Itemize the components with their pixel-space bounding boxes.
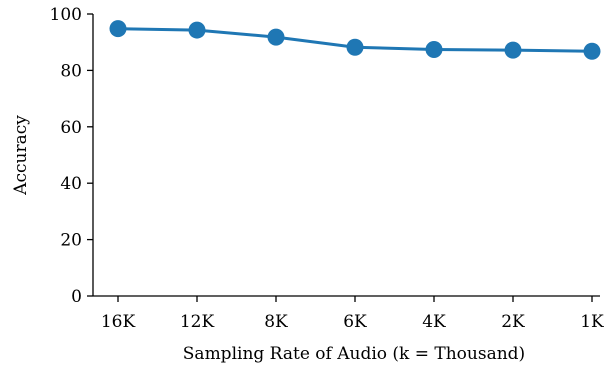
y-tick-label: 0 bbox=[71, 287, 82, 307]
x-axis: 16K 12K 8K 6K 4K 2K 1K bbox=[93, 295, 604, 332]
x-tick-label: 6K bbox=[343, 312, 367, 332]
x-tick-label: 12K bbox=[180, 312, 215, 332]
data-point bbox=[583, 42, 601, 60]
x-axis-label: Sampling Rate of Audio (k = Thousand) bbox=[183, 344, 525, 364]
data-point bbox=[267, 28, 285, 46]
y-axis-label: Accuracy bbox=[11, 115, 31, 196]
y-tick-label: 100 bbox=[50, 5, 82, 25]
y-tick-label: 60 bbox=[60, 118, 82, 138]
data-point bbox=[346, 38, 364, 56]
x-tick-label: 8K bbox=[264, 312, 288, 332]
series-group bbox=[109, 20, 601, 60]
x-tick-label: 2K bbox=[501, 312, 525, 332]
y-axis: 0 20 40 60 80 100 bbox=[50, 5, 94, 307]
x-tick-label: 1K bbox=[580, 312, 604, 332]
data-point bbox=[504, 41, 522, 59]
x-tick-label: 4K bbox=[422, 312, 446, 332]
y-tick-label: 80 bbox=[60, 61, 82, 81]
y-tick-label: 20 bbox=[60, 231, 82, 251]
x-tick-label: 16K bbox=[101, 312, 136, 332]
data-point bbox=[109, 20, 127, 38]
y-tick-label: 40 bbox=[60, 174, 82, 194]
data-point bbox=[425, 41, 443, 59]
data-point bbox=[188, 21, 206, 39]
